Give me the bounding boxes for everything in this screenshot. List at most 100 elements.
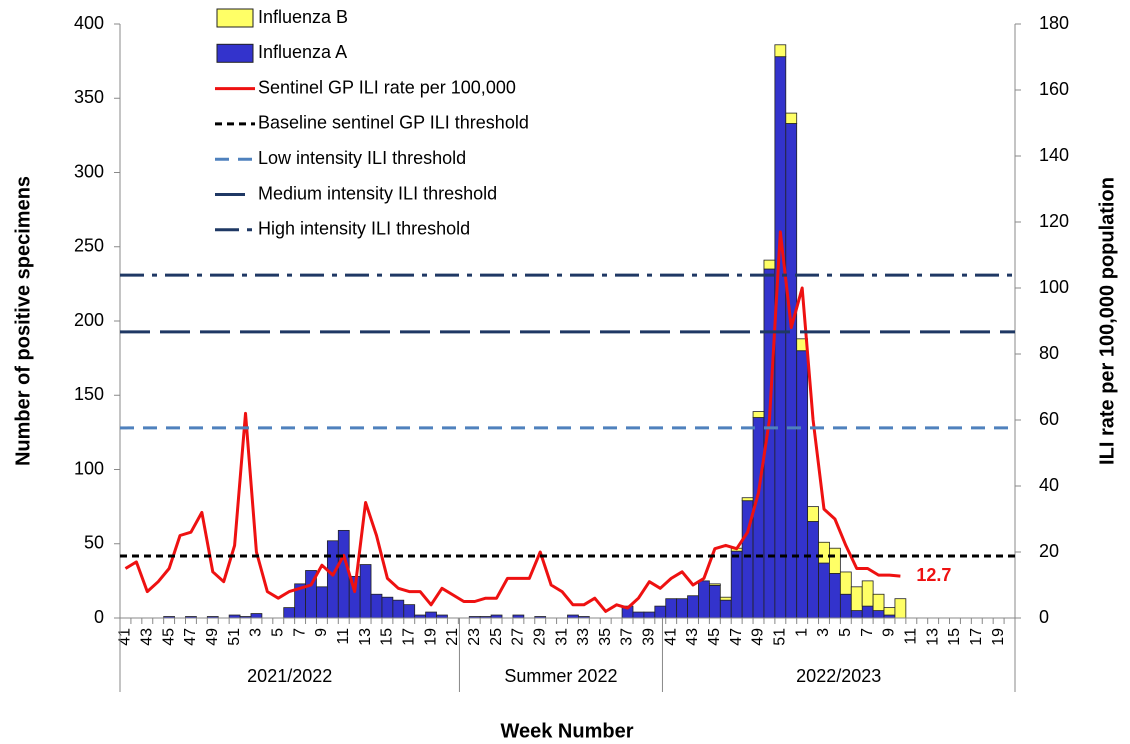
bar [807, 521, 819, 619]
bar [861, 580, 874, 607]
y-tick-label: 150 [74, 384, 104, 404]
x-tick-label: 3 [815, 628, 832, 637]
bar [872, 593, 885, 611]
bar [719, 599, 732, 619]
bar [687, 595, 699, 619]
legend-swatch [216, 43, 254, 63]
x-tick-label: 51 [772, 628, 789, 646]
x-tick-label: 7 [859, 628, 876, 637]
y2-tick-label: 140 [1039, 145, 1069, 165]
x-tick-label: 35 [597, 628, 614, 646]
x-tick-label: 41 [117, 628, 134, 646]
y-tick-label: 0 [94, 607, 104, 627]
y2-tick-label: 120 [1039, 211, 1069, 231]
x-tick-label: 33 [575, 628, 592, 646]
x-tick-label: 15 [379, 628, 396, 646]
y-tick-label: 100 [74, 458, 104, 478]
y-axis-title: Number of positive specimens [12, 176, 34, 466]
x-tick-label: 43 [139, 628, 156, 646]
legend-label: Influenza A [258, 42, 347, 62]
x-tick-label: 31 [553, 628, 570, 646]
bar [370, 593, 383, 619]
x-tick-label: 37 [619, 628, 636, 646]
ili-line [124, 230, 901, 613]
x-axis-title: Week Number [500, 720, 633, 742]
x-tick-label: 13 [357, 628, 374, 646]
bar [872, 610, 885, 619]
bar [719, 596, 732, 601]
x-tick-label: 49 [750, 628, 767, 646]
bar [774, 56, 787, 619]
group-label: 2021/2022 [247, 666, 332, 686]
y-tick-label: 350 [74, 87, 104, 107]
group-label: 2022/2023 [796, 666, 881, 686]
x-tick-label: 11 [335, 628, 352, 645]
y2-tick-label: 40 [1039, 475, 1059, 495]
legend-label: High intensity ILI threshold [258, 219, 470, 239]
legend-label: Influenza B [258, 7, 348, 27]
bar [818, 541, 830, 564]
x-tick-label: 15 [946, 628, 963, 646]
x-tick-label: 5 [837, 628, 854, 637]
y2-tick-label: 180 [1039, 13, 1069, 33]
y-tick-label: 300 [74, 161, 104, 181]
bar [894, 598, 907, 619]
y2-tick-label: 80 [1039, 343, 1059, 363]
bar [752, 411, 765, 418]
x-tick-label: 51 [226, 628, 243, 646]
x-tick-label: 1 [793, 628, 810, 637]
bar [785, 112, 798, 124]
x-tick-label: 17 [400, 628, 417, 646]
bar [708, 583, 721, 586]
bar [829, 573, 841, 619]
bar [698, 580, 710, 619]
bar [839, 571, 852, 595]
x-tick-label: 27 [510, 628, 527, 646]
bar [425, 611, 437, 619]
y2-tick-label: 0 [1039, 607, 1049, 627]
group-label: Summer 2022 [504, 666, 617, 686]
y-tick-label: 250 [74, 236, 104, 256]
legend-label: Sentinel GP ILI rate per 100,000 [258, 77, 516, 97]
x-tick-label: 3 [248, 628, 265, 637]
bar [326, 540, 339, 619]
x-tick-label: 19 [422, 628, 439, 646]
data-label: 12.7 [916, 565, 951, 585]
bar [861, 605, 874, 619]
bar [818, 562, 830, 619]
bar [316, 586, 328, 619]
bar [763, 259, 776, 270]
x-tick-label: 17 [968, 628, 985, 646]
bar [337, 529, 350, 619]
x-tick-label: 47 [728, 628, 745, 646]
bar [392, 599, 405, 619]
x-tick-label: 43 [684, 628, 701, 646]
bar [774, 44, 787, 58]
bar [796, 350, 809, 619]
x-tick-label: 41 [662, 628, 679, 646]
bar [643, 611, 656, 619]
bar [785, 123, 798, 619]
bar [708, 584, 721, 619]
bar [839, 593, 852, 619]
x-tick-label: 13 [924, 628, 941, 646]
bar [665, 598, 678, 619]
x-tick-label: 25 [488, 628, 505, 646]
bar [632, 611, 645, 619]
bar [654, 605, 667, 619]
y-tick-label: 400 [74, 13, 104, 33]
y2-tick-label: 60 [1039, 409, 1059, 429]
legend-label: Medium intensity ILI threshold [258, 183, 497, 203]
bar [359, 564, 372, 619]
bar [250, 613, 263, 619]
bar [850, 610, 863, 619]
y2-tick-label: 100 [1039, 277, 1069, 297]
bar [381, 596, 394, 619]
legend-label: Low intensity ILI threshold [258, 148, 466, 168]
x-tick-label: 21 [444, 628, 461, 646]
y-tick-label: 200 [74, 310, 104, 330]
legend-swatch [216, 8, 254, 28]
bar [883, 607, 896, 616]
x-tick-label: 29 [531, 628, 548, 646]
bar [676, 598, 688, 619]
